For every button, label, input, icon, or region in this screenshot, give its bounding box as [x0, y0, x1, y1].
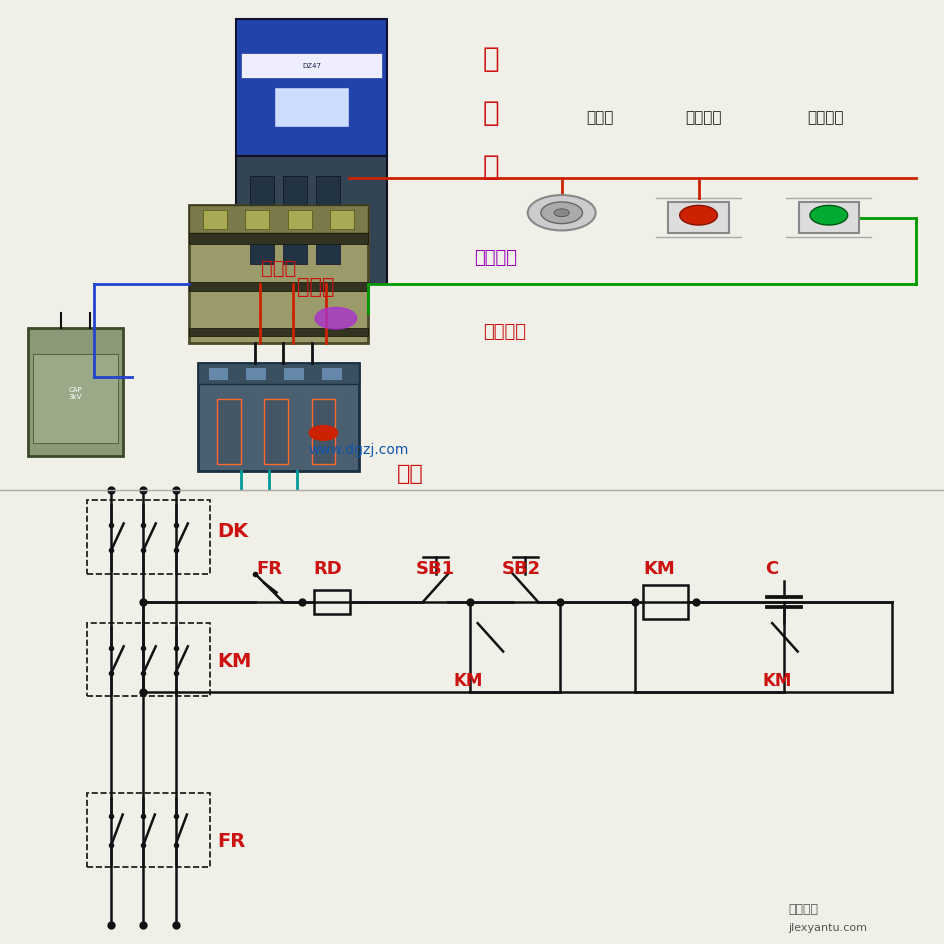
Text: DZ47: DZ47: [302, 63, 321, 69]
Bar: [198, 363, 359, 471]
Text: 器: 器: [482, 153, 499, 181]
Bar: [189, 234, 368, 244]
Bar: [87, 500, 210, 574]
Circle shape: [541, 203, 582, 225]
Bar: [87, 793, 210, 867]
Circle shape: [554, 210, 569, 217]
Text: 接触器: 接触器: [261, 259, 296, 278]
Bar: [321, 367, 342, 380]
Bar: [316, 177, 340, 265]
Text: FR: FR: [217, 831, 245, 850]
Bar: [236, 20, 387, 157]
Text: 电工之家: 电工之家: [788, 902, 818, 915]
Circle shape: [310, 426, 338, 441]
Bar: [245, 367, 266, 380]
Bar: [87, 623, 210, 697]
Text: KM: KM: [217, 651, 251, 670]
Bar: [312, 400, 335, 464]
Text: 负载: 负载: [397, 464, 424, 483]
Text: SB2: SB2: [502, 559, 541, 578]
Bar: [33, 354, 118, 444]
Bar: [643, 585, 688, 619]
Bar: [799, 203, 859, 234]
Bar: [28, 329, 123, 457]
Text: www.dgzj.com: www.dgzj.com: [309, 442, 409, 456]
Text: 热继电器: 热继电器: [483, 322, 527, 341]
Text: CAP
3kV: CAP 3kV: [69, 386, 82, 399]
Bar: [189, 206, 368, 234]
Bar: [189, 206, 368, 344]
Bar: [283, 367, 304, 380]
Text: 常开触点: 常开触点: [474, 248, 517, 267]
Bar: [283, 177, 307, 265]
Text: 启动按鈕: 启动按鈕: [808, 110, 844, 126]
Text: SB1: SB1: [415, 559, 454, 578]
Text: 停止按鈕: 停止按鈕: [685, 110, 721, 126]
Text: 燕断器: 燕断器: [586, 110, 613, 126]
Bar: [274, 89, 349, 127]
Text: C: C: [765, 559, 778, 578]
Bar: [314, 590, 350, 615]
Bar: [198, 363, 359, 385]
Text: KM: KM: [763, 671, 792, 690]
Circle shape: [315, 308, 357, 329]
Bar: [189, 329, 368, 337]
Bar: [330, 211, 354, 229]
Circle shape: [680, 206, 717, 226]
Bar: [288, 211, 312, 229]
Text: DK: DK: [217, 521, 248, 540]
Bar: [668, 203, 729, 234]
Text: KM: KM: [644, 559, 676, 578]
Bar: [245, 211, 269, 229]
Bar: [264, 400, 288, 464]
Bar: [236, 157, 387, 285]
Bar: [208, 367, 228, 380]
Bar: [189, 283, 368, 292]
Text: FR: FR: [257, 559, 283, 578]
Circle shape: [528, 195, 596, 231]
Text: 接触器: 接触器: [297, 278, 335, 297]
Text: 断: 断: [482, 45, 499, 73]
Bar: [241, 54, 382, 78]
Circle shape: [810, 206, 848, 226]
Bar: [203, 211, 227, 229]
Bar: [217, 400, 241, 464]
Text: 路: 路: [482, 99, 499, 126]
Text: KM: KM: [453, 671, 482, 690]
Text: RD: RD: [313, 559, 342, 578]
Text: jlexyantu.com: jlexyantu.com: [788, 922, 868, 932]
Bar: [250, 177, 274, 265]
